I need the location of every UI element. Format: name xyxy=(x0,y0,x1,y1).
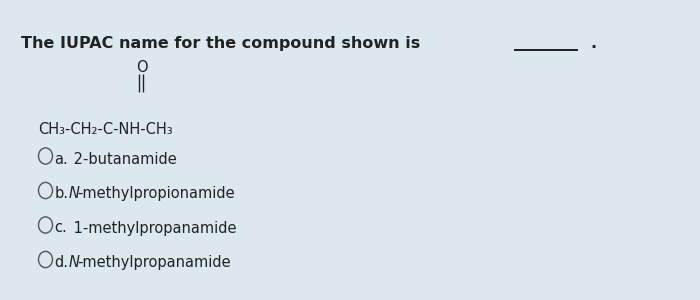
Text: .: . xyxy=(590,36,596,51)
Text: The IUPAC name for the compound shown is: The IUPAC name for the compound shown is xyxy=(21,36,420,51)
Text: ________: ________ xyxy=(514,36,578,51)
Text: N: N xyxy=(69,255,80,270)
Text: -methylpropanamide: -methylpropanamide xyxy=(78,255,231,270)
Text: 1-methylpropanamide: 1-methylpropanamide xyxy=(69,220,236,236)
Text: 2-butanamide: 2-butanamide xyxy=(69,152,176,166)
Text: b.: b. xyxy=(55,186,69,201)
Text: a.: a. xyxy=(55,152,69,166)
Text: N: N xyxy=(69,186,80,201)
Text: c.: c. xyxy=(55,220,67,236)
Text: CH₃-CH₂-C-NH-CH₃: CH₃-CH₂-C-NH-CH₃ xyxy=(38,122,173,136)
Text: d.: d. xyxy=(55,255,69,270)
Text: -methylpropionamide: -methylpropionamide xyxy=(78,186,235,201)
Text: O: O xyxy=(136,60,148,75)
